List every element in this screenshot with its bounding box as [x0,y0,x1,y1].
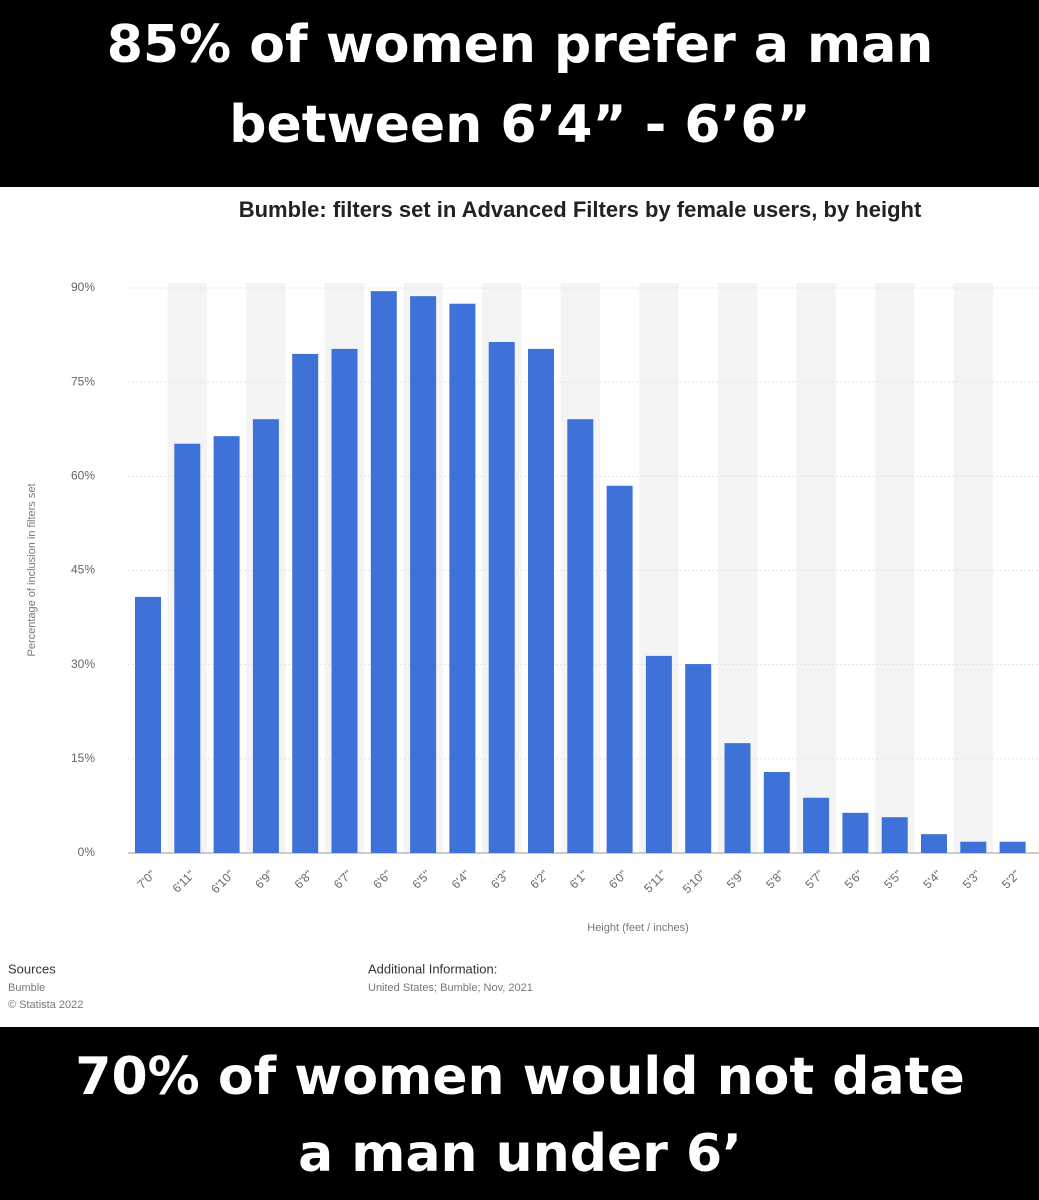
bar [921,834,947,853]
bottom-banner [0,1027,1039,1200]
top-banner [0,0,1039,187]
bar [645,655,672,853]
source: © Statista 2022 [8,999,83,1011]
y-tick-label: 90% [71,280,95,294]
y-tick-label: 30% [71,657,95,671]
bar [331,348,358,853]
bottom-caption: a man under 6’ [298,1124,742,1184]
top-caption: 85% of women prefer a man [107,15,934,75]
top-caption: between 6’4” - 6’6” [229,95,810,155]
bar [135,596,161,853]
bar [763,772,790,853]
source: Bumble [8,982,45,994]
bar [213,436,240,853]
bar [685,664,712,853]
column-stripe [953,283,993,853]
bar [488,341,515,853]
y-tick-label: 75% [71,374,95,388]
y-tick-label: 0% [78,845,96,859]
bar [449,303,476,853]
bar [724,743,751,853]
bar [999,841,1026,853]
bottom-caption: 70% of women would not date [75,1047,964,1107]
column-stripe [796,283,836,853]
bar [567,419,594,853]
bar [410,296,437,853]
y-axis-label: Percentage of inclusion in filters set [26,483,38,656]
y-tick-label: 15% [71,751,95,765]
bar [174,443,201,853]
y-tick-label: 60% [71,469,95,483]
bar [960,841,987,853]
column-stripe [875,283,915,853]
bar [528,348,554,853]
x-axis-label: Height (feet / inches) [587,922,689,934]
bar [803,797,830,853]
bar [292,353,319,853]
chart-title: Bumble: filters set in Advanced Filters … [239,197,922,222]
bar [606,485,633,853]
info-title: Additional Information: [368,961,497,976]
bar [842,812,869,853]
y-tick-label: 45% [71,563,95,577]
info: United States; Bumble; Nov, 2021 [368,982,533,994]
bar [370,291,397,853]
bar [252,419,279,853]
sources-title: Sources [8,961,56,976]
bar [881,817,908,853]
